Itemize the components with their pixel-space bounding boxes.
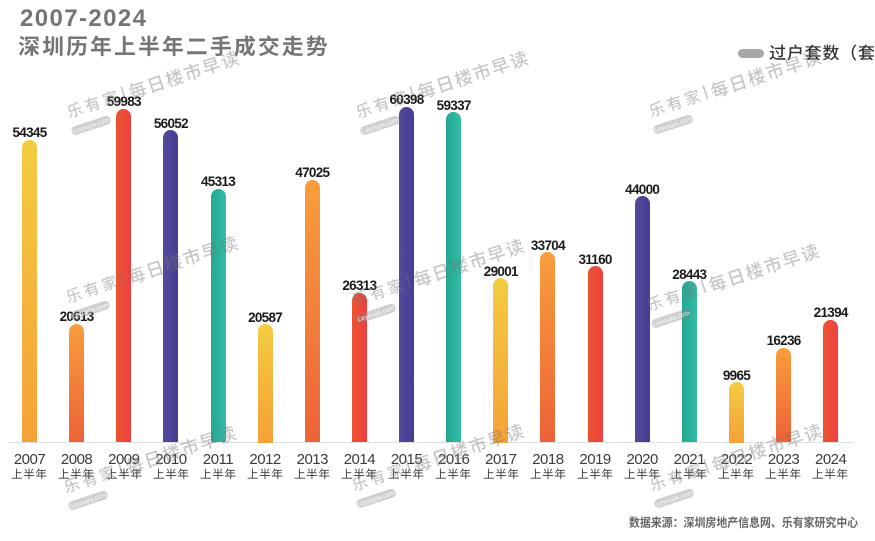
svg-text:Leyoujia.com: Leyoujia.com <box>360 117 399 136</box>
svg-text:Leyoujia.com: Leyoujia.com <box>654 116 693 135</box>
